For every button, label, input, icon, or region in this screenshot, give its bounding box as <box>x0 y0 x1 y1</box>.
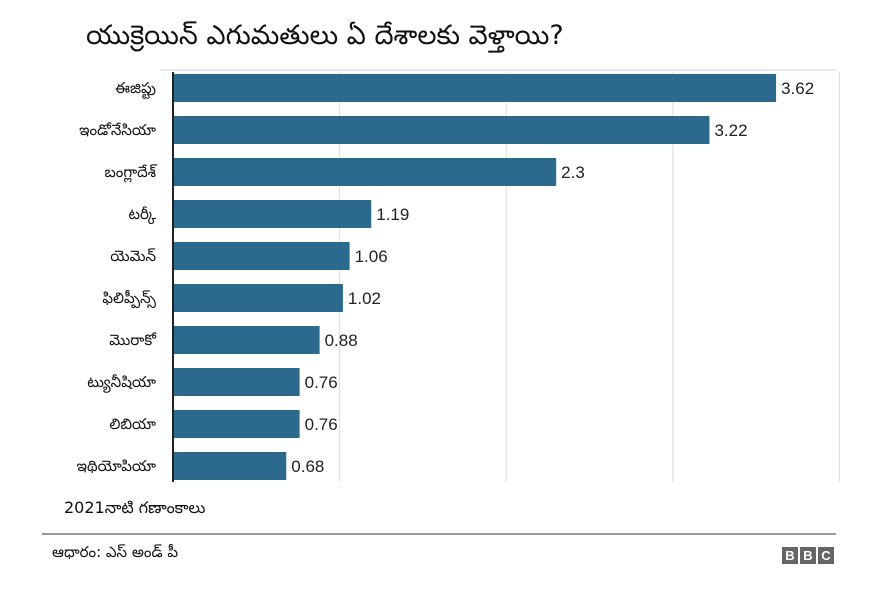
data-label: 0.76 <box>305 415 338 434</box>
data-label: 2.3 <box>561 163 585 182</box>
category-label: ఇండోనేసియా <box>79 121 156 139</box>
source-text: ఆధారం: ఎస్ అండ్ పీ <box>52 543 178 561</box>
category-label: ఈజిప్టు <box>115 79 156 99</box>
category-label: బంగ్లాదేశ్ <box>104 163 157 183</box>
category-label: ఇథియోపియా <box>77 457 156 475</box>
chart-note: 2021నాటి గణాంకాలు <box>64 498 206 517</box>
category-label: లిబియా <box>109 415 156 433</box>
category-label: ఫిలిప్పీన్స్ <box>102 289 157 309</box>
bar <box>173 410 300 438</box>
bar <box>173 200 372 228</box>
bar <box>173 368 300 396</box>
bar <box>173 74 777 102</box>
data-label: 0.68 <box>291 457 324 476</box>
category-label: మొరాకో <box>109 331 157 349</box>
bar <box>173 452 287 480</box>
bar <box>173 326 320 354</box>
chart-title: యుక్రెయిన్ ఎగుమతులు ఏ దేశాలకు వెళ్తాయి? <box>86 20 564 51</box>
bar-chart: ఈజిప్టు 3.62 ఇండోనేసియా 3.22 బంగ్లాదేశ్ 2.3 టర… <box>77 69 840 482</box>
category-label: టర్కీ <box>128 205 156 225</box>
bar <box>173 284 343 312</box>
data-label: 1.06 <box>355 247 388 266</box>
data-label: 0.88 <box>325 331 358 350</box>
category-label: ట్యునీషియా <box>87 373 156 393</box>
data-label: 1.19 <box>376 205 409 224</box>
category-label: యెమెన్ <box>110 247 156 265</box>
data-label: 3.62 <box>781 79 814 98</box>
bar <box>173 158 557 186</box>
bar <box>173 116 710 144</box>
divider <box>42 533 836 535</box>
data-label: 3.22 <box>714 121 747 140</box>
bar <box>173 242 350 270</box>
data-label: 0.76 <box>305 373 338 392</box>
data-label: 1.02 <box>348 289 381 308</box>
